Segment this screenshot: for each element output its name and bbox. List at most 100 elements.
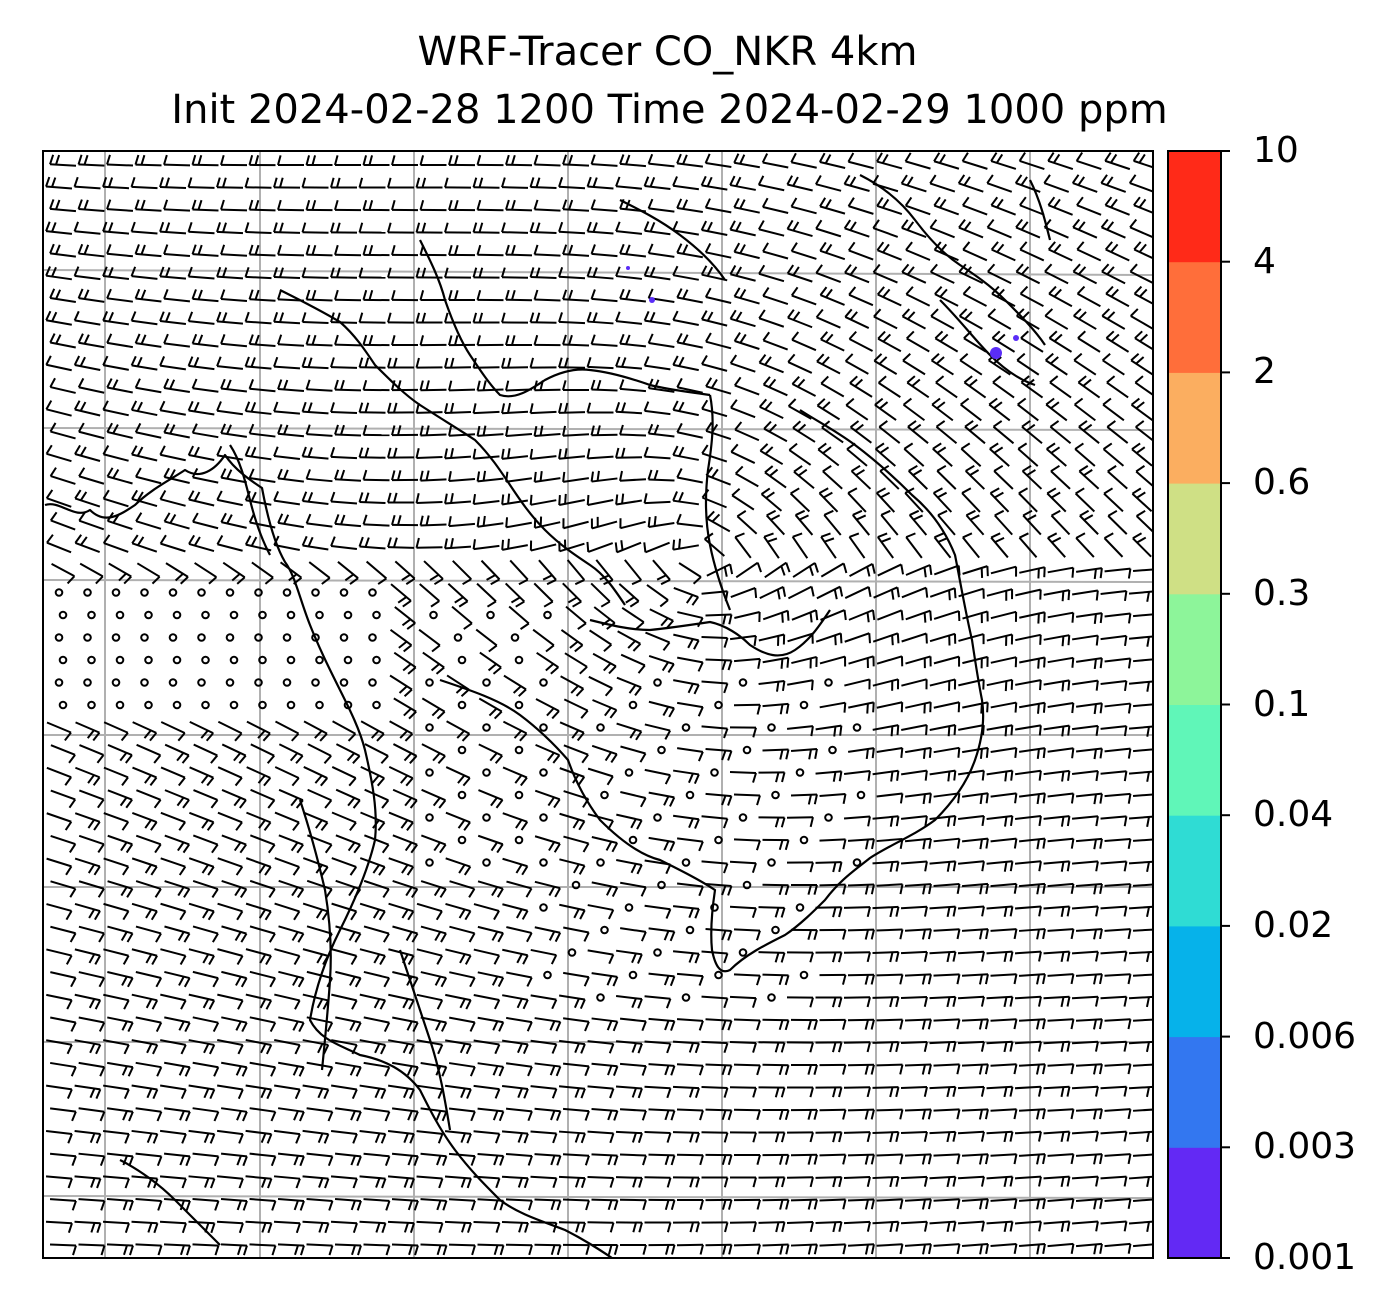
wind-barb bbox=[933, 655, 961, 667]
wind-barb bbox=[676, 1153, 704, 1166]
wind-barb bbox=[159, 266, 187, 280]
wind-barb bbox=[961, 1198, 989, 1210]
calm-wind-marker bbox=[710, 768, 719, 777]
wind-barb bbox=[986, 905, 1014, 917]
calm-wind-marker bbox=[286, 655, 296, 665]
wind-barb bbox=[729, 220, 756, 237]
wind-barb bbox=[501, 1175, 529, 1189]
wind-barb bbox=[421, 743, 446, 765]
wind-barb bbox=[848, 241, 874, 261]
wind-barb bbox=[790, 286, 817, 306]
wind-barb bbox=[1017, 397, 1039, 422]
wind-barb bbox=[278, 1016, 305, 1033]
calm-wind-marker bbox=[795, 903, 805, 912]
wind-barb bbox=[900, 905, 928, 917]
wind-barb bbox=[615, 221, 643, 235]
wind-barb bbox=[216, 1175, 244, 1189]
colorbar-tick-label: 4 bbox=[1253, 240, 1276, 282]
wind-barb bbox=[529, 357, 557, 369]
wind-barb bbox=[1131, 442, 1153, 467]
wind-barb bbox=[558, 1175, 586, 1188]
wind-barb bbox=[277, 424, 305, 438]
calm-wind-marker bbox=[144, 700, 153, 710]
wind-barb bbox=[533, 582, 554, 608]
wind-barb bbox=[990, 1108, 1018, 1120]
wind-barb bbox=[786, 816, 814, 828]
wind-barb bbox=[758, 264, 785, 283]
wind-barb bbox=[360, 720, 385, 742]
wind-barb bbox=[815, 1041, 843, 1053]
wind-barb bbox=[391, 244, 419, 257]
wind-barb bbox=[274, 948, 301, 966]
wind-barb bbox=[529, 448, 557, 460]
wind-barb bbox=[364, 788, 390, 809]
calm-wind-marker bbox=[83, 678, 92, 687]
wind-barb bbox=[1071, 905, 1099, 917]
wind-barb bbox=[786, 1131, 814, 1143]
wind-barb bbox=[843, 1176, 871, 1187]
wind-barb bbox=[163, 1107, 191, 1122]
calm-wind-marker bbox=[771, 925, 780, 935]
wind-barb bbox=[964, 464, 986, 490]
calm-wind-marker bbox=[828, 745, 837, 755]
wind-barb bbox=[1104, 1063, 1132, 1075]
calm-wind-marker bbox=[144, 655, 153, 665]
wind-barb bbox=[558, 266, 586, 280]
wind-barb bbox=[102, 1220, 130, 1234]
wind-barb bbox=[960, 397, 982, 422]
wind-barb bbox=[79, 744, 105, 764]
wind-barb bbox=[335, 1061, 362, 1077]
wind-barb bbox=[619, 1153, 647, 1166]
map-frame bbox=[42, 150, 1154, 1259]
wind-barb bbox=[530, 1175, 558, 1189]
wind-barb bbox=[786, 1221, 814, 1233]
wind-barb bbox=[362, 200, 390, 212]
wind-barb bbox=[1078, 420, 1100, 444]
wind-barb bbox=[1046, 487, 1067, 513]
wind-barb bbox=[904, 1198, 932, 1210]
wind-barb bbox=[420, 1152, 448, 1166]
wind-barb bbox=[1019, 285, 1044, 308]
calm-wind-marker bbox=[140, 678, 149, 687]
wind-barb bbox=[217, 811, 243, 831]
wind-barb bbox=[933, 1018, 961, 1030]
wind-barb bbox=[277, 334, 305, 347]
wind-barb bbox=[534, 926, 562, 943]
wind-barb bbox=[1100, 815, 1128, 827]
wind-barb bbox=[1019, 241, 1045, 262]
wind-barb bbox=[931, 397, 954, 422]
calm-wind-marker bbox=[457, 835, 467, 845]
wind-barb bbox=[1047, 196, 1073, 216]
wind-barb bbox=[505, 1198, 533, 1211]
wind-barb bbox=[875, 442, 896, 467]
wind-barb bbox=[1050, 464, 1071, 490]
wind-barb bbox=[421, 788, 447, 809]
wind-barb bbox=[334, 1243, 362, 1256]
wind-barb bbox=[74, 1039, 102, 1055]
wind-barb bbox=[872, 678, 900, 691]
wind-barb bbox=[221, 1016, 248, 1033]
wind-barb bbox=[506, 926, 533, 943]
wind-barb bbox=[164, 834, 191, 854]
wind-barb bbox=[216, 222, 244, 235]
wind-barb bbox=[477, 1016, 505, 1032]
parallel-line bbox=[43, 269, 1153, 276]
wind-barb bbox=[135, 1152, 163, 1167]
calm-wind-marker bbox=[767, 993, 776, 1002]
wind-barb bbox=[307, 788, 333, 809]
wind-barb bbox=[876, 1018, 904, 1030]
wind-barb bbox=[615, 266, 643, 280]
calm-wind-marker bbox=[510, 633, 520, 642]
wind-barb bbox=[1047, 656, 1075, 668]
wind-barb bbox=[591, 1062, 619, 1076]
wind-barb bbox=[705, 1153, 733, 1166]
wind-barb bbox=[1047, 611, 1075, 623]
wind-barb bbox=[506, 1016, 533, 1032]
wind-barb bbox=[305, 244, 333, 257]
wind-barb bbox=[619, 470, 647, 482]
calm-wind-marker bbox=[539, 813, 548, 822]
wind-barb bbox=[786, 996, 814, 1008]
wind-barb bbox=[509, 559, 529, 586]
calm-wind-marker bbox=[624, 903, 634, 912]
wind-barb bbox=[1045, 397, 1068, 422]
